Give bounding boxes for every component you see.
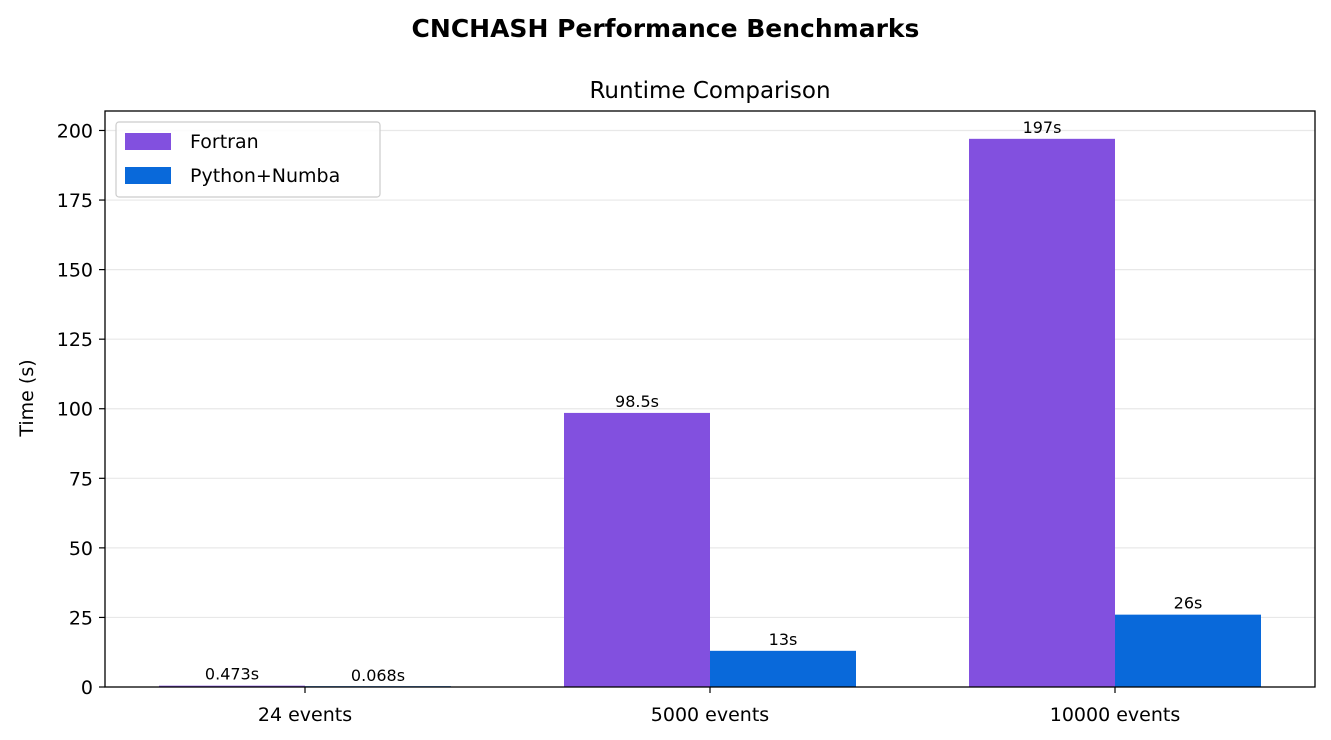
bar-python-numba	[710, 650, 856, 687]
bar-data-label: 98.5s	[615, 392, 659, 411]
chart-title: Runtime Comparison	[589, 78, 830, 104]
y-tick-label: 50	[69, 538, 93, 560]
bar-data-label: 197s	[1023, 118, 1062, 137]
bar-fortran	[969, 138, 1115, 688]
y-tick-label: 25	[69, 607, 93, 629]
bar-fortran	[564, 412, 710, 687]
x-tick-label: 24 events	[258, 704, 352, 726]
bar-python-numba	[1115, 614, 1261, 687]
y-tick-label: 175	[57, 190, 93, 212]
y-axis-label: Time (s)	[16, 359, 38, 437]
bar-data-label: 26s	[1174, 594, 1203, 613]
y-tick-label: 0	[81, 677, 93, 699]
legend: Fortran Python+Numba	[115, 121, 381, 198]
legend-entry: Fortran	[190, 131, 259, 153]
y-tick-label: 150	[57, 260, 93, 282]
bar-data-label: 0.473s	[205, 665, 259, 684]
x-tick-label: 5000 events	[651, 704, 769, 726]
chart-suptitle: CNCHASH Performance Benchmarks	[412, 14, 920, 43]
legend-box	[115, 121, 381, 198]
bar-fortran	[159, 685, 305, 687]
y-tick-label: 200	[57, 120, 93, 142]
legend-swatch	[125, 133, 171, 150]
legend-swatch	[125, 167, 171, 184]
legend-entry: Python+Numba	[190, 165, 340, 187]
x-tick-label: 10000 events	[1050, 704, 1181, 726]
bar-data-label: 0.068s	[351, 666, 405, 685]
bar-data-label: 13s	[769, 630, 798, 649]
y-tick-label: 75	[69, 468, 93, 490]
y-tick-label: 125	[57, 329, 93, 351]
y-tick-label: 100	[57, 399, 93, 421]
